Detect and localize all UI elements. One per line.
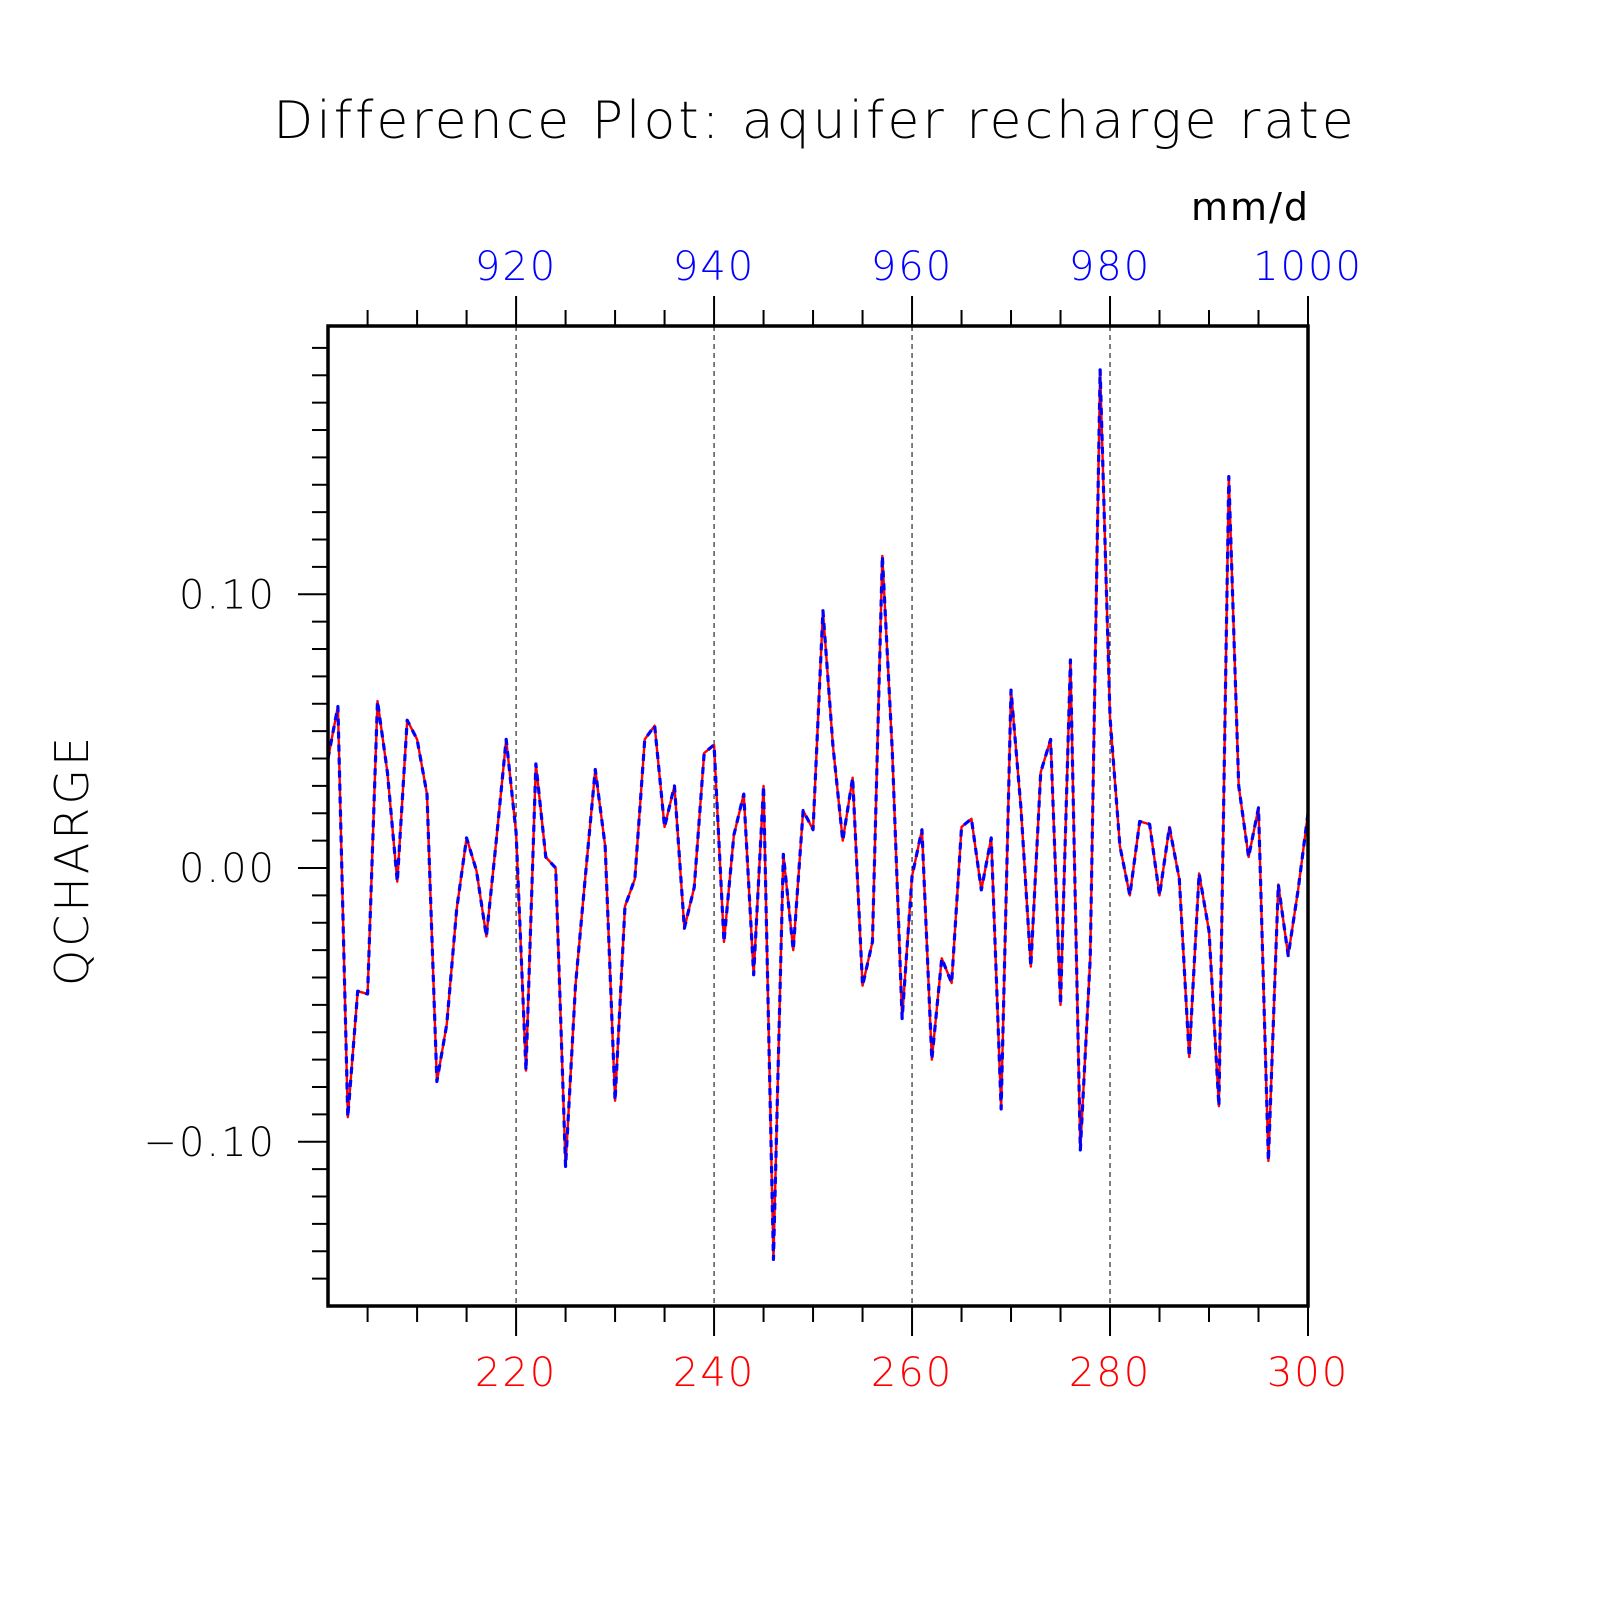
bottom-x-tick-label: 220 <box>475 1350 557 1396</box>
bottom-x-tick-label: 280 <box>1069 1350 1151 1396</box>
top-x-tick-label: 960 <box>871 244 953 290</box>
y-axis-label: QCHARGE <box>45 734 99 986</box>
bottom-x-tick-label: 240 <box>673 1350 755 1396</box>
units-label: mm/d <box>1191 185 1310 229</box>
bottom-x-tick-label: 300 <box>1267 1350 1349 1396</box>
bottom-x-tick-label: 260 <box>871 1350 953 1396</box>
y-tick-label: 0.10 <box>179 572 276 618</box>
top-x-tick-label: 920 <box>475 244 557 290</box>
top-x-tick-label: 980 <box>1069 244 1151 290</box>
axis-ticks <box>298 296 1309 1336</box>
series-lines <box>326 368 1310 1262</box>
y-tick-label: −0.10 <box>143 1120 276 1166</box>
y-tick-label: 0.00 <box>179 846 276 892</box>
gridlines <box>515 326 1111 1306</box>
tick-labels: 220 240 260 280 300 920 940 960 980 1000 −0.10 0.00… <box>143 244 1363 1396</box>
plot-frame <box>326 324 1310 1308</box>
red-solid-series-line <box>326 368 1310 1261</box>
blue-dashed-series-line <box>326 368 1310 1262</box>
top-x-tick-label: 1000 <box>1253 244 1363 290</box>
chart-title: Difference Plot: aquifer recharge rate <box>273 91 1356 151</box>
top-x-tick-label: 940 <box>673 244 755 290</box>
